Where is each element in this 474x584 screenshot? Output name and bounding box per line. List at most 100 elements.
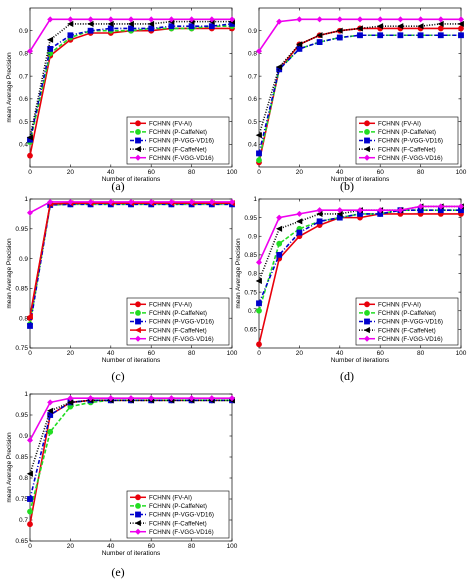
data-point (458, 25, 464, 32)
data-point (296, 229, 303, 236)
x-tick-label: 100 (227, 169, 238, 176)
data-point (437, 203, 444, 210)
legend-label: FCHNN (P-VGG-VD16) (149, 319, 214, 326)
legend-label: FCHNN (F-VGG-VD16) (149, 155, 214, 162)
data-point (208, 395, 215, 402)
data-point (336, 27, 343, 34)
data-point (168, 16, 175, 23)
legend-label: FCHNN (P-CaffeNet) (378, 129, 436, 136)
x-tick-label: 80 (417, 169, 425, 176)
legend-marker (134, 146, 141, 153)
data-point (377, 32, 384, 39)
data-point (188, 16, 195, 23)
data-point (255, 48, 263, 55)
x-tick-label: 40 (336, 169, 344, 176)
legend-label: FCHNN (P-CaffeNet) (149, 503, 207, 510)
data-point (256, 341, 262, 348)
legend: FCHNN (FV-AI)FCHNN (P-CaffeNet) FCHNN (P-… (126, 297, 230, 346)
data-point (46, 36, 54, 43)
data-point (67, 20, 74, 27)
legend-marker (135, 120, 141, 127)
data-point (47, 399, 54, 406)
legend: FCHNN (FV-AI)FCHNN (P-CaffeNet) FCHNN (P-… (126, 116, 230, 165)
y-tick-label: 0.9 (248, 233, 257, 240)
data-point (256, 157, 262, 164)
panel-caption: (c) (111, 369, 124, 383)
data-point (147, 20, 155, 27)
legend-marker (135, 494, 141, 501)
legend-marker (135, 128, 141, 135)
y-tick-label: 0.8 (19, 51, 28, 58)
series (27, 20, 235, 143)
data-point (296, 218, 303, 225)
data-point (276, 251, 283, 258)
data-point (316, 16, 323, 23)
panel-caption: (a) (111, 179, 124, 193)
chart-panel: 0 20 40 60 80 100 0.65 0.7 0.75 0.8 0.85 0.9 0.95 1 Nu… (6, 391, 238, 579)
y-tick-label: 0.7 (248, 308, 257, 315)
y-tick-label: 0.6 (19, 96, 28, 103)
data-point (127, 395, 135, 402)
x-tick-label: 80 (417, 350, 425, 357)
x-tick-label: 0 (257, 169, 261, 176)
data-point (376, 23, 384, 30)
legend-marker (364, 318, 370, 325)
data-point (377, 207, 384, 214)
y-tick-label: 0.5 (19, 119, 28, 126)
y-tick-label: 0.7 (19, 73, 28, 80)
legend-label: FCHNN (P-CaffeNet) (149, 129, 207, 136)
data-point (316, 218, 323, 225)
y-tick-label: 0.85 (15, 454, 28, 461)
x-tick-label: 20 (296, 350, 304, 357)
y-tick-label: 0.9 (19, 28, 28, 35)
x-tick-label: 20 (67, 350, 75, 357)
data-point (148, 25, 155, 32)
legend-marker (363, 154, 371, 161)
y-tick-label: 0.9 (248, 28, 257, 35)
series (26, 198, 236, 216)
x-tick-label: 0 (28, 543, 32, 550)
data-point (256, 300, 262, 307)
series (255, 16, 465, 55)
data-point (356, 16, 364, 23)
x-tick-label: 60 (148, 169, 156, 176)
data-point (397, 16, 404, 23)
legend-label: FCHNN (P-VGG-VD16) (149, 512, 214, 519)
data-point (276, 214, 283, 221)
legend-marker (363, 335, 371, 342)
data-point (417, 16, 424, 23)
data-point (276, 18, 283, 25)
y-axis-label: mean Average Precision (235, 238, 242, 309)
data-point (397, 32, 404, 39)
x-tick-label: 80 (188, 543, 196, 550)
legend-marker (135, 511, 141, 518)
legend-marker (363, 327, 370, 334)
y-tick-label: 0.8 (248, 51, 257, 58)
legend-label: FCHNN (P-CaffeNet) (149, 310, 207, 317)
data-point (47, 428, 54, 435)
legend-box (126, 116, 230, 165)
legend-box (355, 116, 459, 165)
y-tick-label: 0.65 (244, 327, 257, 334)
data-point (107, 25, 114, 32)
data-point (26, 313, 33, 320)
x-tick-label: 20 (67, 169, 75, 176)
data-point (316, 207, 323, 214)
data-point (417, 23, 424, 30)
data-point (208, 198, 215, 206)
series-line (29, 399, 232, 500)
data-point (276, 240, 283, 247)
x-tick-label: 60 (377, 169, 385, 176)
data-point (255, 259, 263, 266)
legend-label: FCHNN (F-CaffeNet) (378, 146, 436, 153)
y-tick-label: 0.85 (244, 252, 257, 259)
data-point (296, 45, 303, 52)
x-tick-label: 100 (227, 543, 238, 550)
data-point (397, 207, 404, 214)
data-point (128, 25, 134, 32)
series-line (29, 203, 232, 327)
data-point (256, 150, 262, 157)
data-point (148, 16, 155, 23)
x-tick-label: 60 (148, 543, 156, 550)
legend: FCHNN (FV-AI)FCHNN (P-CaffeNet) FCHNN (P-… (355, 297, 459, 346)
